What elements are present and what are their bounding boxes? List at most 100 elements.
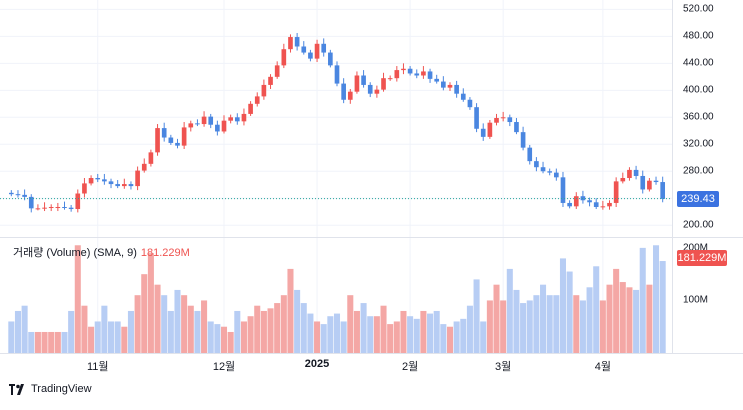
volume-bar bbox=[540, 284, 547, 353]
volume-bar bbox=[566, 271, 573, 353]
candle-body bbox=[540, 167, 546, 172]
candle-body bbox=[68, 207, 74, 210]
candle-body bbox=[268, 76, 273, 85]
volume-bar bbox=[393, 321, 400, 353]
candle-body bbox=[248, 103, 253, 114]
tradingview-brand[interactable]: TradingView bbox=[9, 383, 92, 395]
volume-bar bbox=[340, 321, 347, 353]
candle-body bbox=[434, 78, 440, 82]
volume-bar bbox=[101, 305, 108, 353]
candle-body bbox=[294, 37, 300, 47]
candle-body bbox=[500, 117, 506, 119]
volume-bar bbox=[646, 284, 653, 353]
candle-body bbox=[381, 78, 386, 90]
volume-bar bbox=[61, 331, 68, 353]
volume-bar bbox=[167, 310, 174, 353]
volume-bar bbox=[227, 331, 234, 353]
candle-body bbox=[620, 178, 626, 182]
volume-bar bbox=[639, 247, 646, 353]
candle-body bbox=[341, 83, 346, 100]
volume-bar bbox=[387, 324, 394, 353]
candle-body bbox=[201, 116, 207, 125]
candle-body bbox=[480, 128, 486, 137]
candle-body bbox=[161, 128, 167, 138]
candle-body bbox=[88, 178, 94, 184]
candle-body bbox=[474, 107, 479, 129]
price-tick-label: 400.00 bbox=[683, 84, 714, 96]
price-tick-label: 480.00 bbox=[683, 30, 714, 42]
candle-body bbox=[587, 200, 592, 203]
volume-bar bbox=[134, 295, 141, 353]
candle-body bbox=[95, 178, 101, 180]
candle-body bbox=[42, 207, 47, 209]
candle-body bbox=[354, 75, 360, 92]
candle-body bbox=[281, 49, 287, 66]
volume-bar bbox=[147, 253, 154, 353]
volume-bar bbox=[553, 295, 560, 353]
volume-bar bbox=[659, 261, 666, 353]
candle-body bbox=[108, 181, 114, 185]
candle-body bbox=[35, 208, 41, 210]
volume-bar bbox=[373, 316, 380, 353]
candle-body bbox=[148, 152, 154, 164]
candle-body bbox=[600, 206, 606, 208]
candle-body bbox=[121, 184, 127, 187]
candle-body bbox=[274, 65, 280, 77]
volume-bar bbox=[500, 300, 507, 353]
time-tick-label: 4월 bbox=[594, 361, 611, 373]
candle-body bbox=[241, 113, 247, 122]
candle-body bbox=[62, 207, 67, 208]
volume-bar bbox=[606, 284, 613, 353]
candle-body bbox=[321, 43, 327, 53]
volume-legend-value: 181.229M bbox=[140, 247, 190, 259]
candle-body bbox=[314, 43, 320, 59]
volume-bar bbox=[413, 318, 420, 353]
volume-bar bbox=[320, 324, 327, 353]
price-tick-label: 520.00 bbox=[683, 3, 714, 15]
candle-body bbox=[527, 147, 533, 162]
candle-body bbox=[195, 123, 200, 125]
volume-bar bbox=[586, 287, 593, 353]
candle-body bbox=[215, 124, 220, 132]
candle-body bbox=[328, 52, 333, 66]
candle-body bbox=[647, 180, 652, 190]
volume-bar bbox=[619, 282, 626, 353]
volume-bar bbox=[194, 310, 201, 353]
volume-bar bbox=[653, 245, 660, 353]
candle-body bbox=[234, 117, 240, 122]
volume-bar bbox=[579, 300, 586, 353]
candle-body bbox=[447, 84, 453, 88]
candle-body bbox=[301, 46, 307, 53]
last-price-tag: 239.43 bbox=[677, 190, 719, 207]
volume-bar bbox=[446, 326, 454, 353]
volume-bar bbox=[327, 316, 334, 353]
volume-bar bbox=[353, 310, 360, 353]
volume-bar bbox=[14, 310, 21, 353]
candle-body bbox=[22, 194, 27, 197]
volume-bar bbox=[81, 305, 88, 353]
volume-legend[interactable]: 거래량 (Volume) (SMA, 9) 181.229M bbox=[13, 244, 190, 260]
candle-body bbox=[627, 169, 632, 178]
candle-body bbox=[374, 89, 380, 94]
volume-bar bbox=[520, 303, 527, 353]
candle-body bbox=[607, 202, 612, 207]
candle-body bbox=[367, 84, 373, 94]
time-tick-label: 11월 bbox=[86, 361, 109, 373]
candle-body bbox=[660, 182, 666, 199]
volume-bar bbox=[8, 321, 15, 353]
volume-tick-label: 100M bbox=[683, 294, 709, 306]
candle-body bbox=[534, 161, 539, 168]
volume-bar bbox=[287, 268, 294, 353]
time-tick-label: 2월 bbox=[401, 361, 419, 373]
volume-bar bbox=[466, 305, 473, 353]
candle-body bbox=[308, 52, 313, 59]
candle-body bbox=[188, 123, 194, 128]
candle-body bbox=[547, 171, 553, 173]
volume-bar bbox=[280, 295, 287, 353]
candle-body bbox=[653, 180, 659, 183]
volume-bar bbox=[407, 316, 414, 353]
volume-bar bbox=[247, 316, 254, 353]
volume-bar bbox=[367, 316, 374, 353]
